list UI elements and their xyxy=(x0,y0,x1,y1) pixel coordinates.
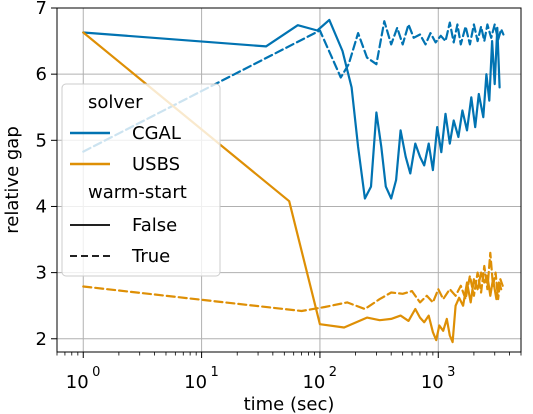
legend-label-usbs: USBS xyxy=(132,154,180,175)
legend: solver CGAL USBS warm-start False True xyxy=(61,83,221,277)
y-tick-label: 6 xyxy=(36,64,47,85)
x-tick-label-exponent: 1 xyxy=(210,365,218,380)
series-line-usbs-warmstart-true xyxy=(82,251,504,313)
legend-label-false: False xyxy=(132,215,177,236)
x-tick-label-exponent: 3 xyxy=(447,365,455,380)
x-tick-label: 10 xyxy=(184,372,207,393)
series-lines xyxy=(82,18,505,344)
x-tick-label: 10 xyxy=(66,372,89,393)
x-tick-label: 10 xyxy=(421,372,444,393)
legend-label-true: True xyxy=(131,246,170,267)
y-tick-label: 5 xyxy=(36,130,47,151)
y-tick-label: 2 xyxy=(36,329,47,350)
plot-frame xyxy=(56,7,522,353)
legend-title-solver: solver xyxy=(88,92,143,113)
legend-title-warm-start: warm-start xyxy=(88,182,187,203)
y-tick-label: 3 xyxy=(36,263,47,284)
series-line-cgal-warmstart-false xyxy=(82,18,501,200)
series-line-cgal-warmstart-true xyxy=(82,20,505,153)
y-tick-label: 7 xyxy=(36,0,47,19)
y-axis-label: relative gap xyxy=(2,126,23,234)
y-tick-label: 4 xyxy=(36,196,47,217)
x-tick-label-exponent: 2 xyxy=(329,365,337,380)
legend-label-cgal: CGAL xyxy=(132,123,181,144)
x-tick-label-exponent: 0 xyxy=(92,365,100,380)
x-tick-label: 10 xyxy=(302,372,325,393)
x-axis-label: time (sec) xyxy=(244,394,335,414)
